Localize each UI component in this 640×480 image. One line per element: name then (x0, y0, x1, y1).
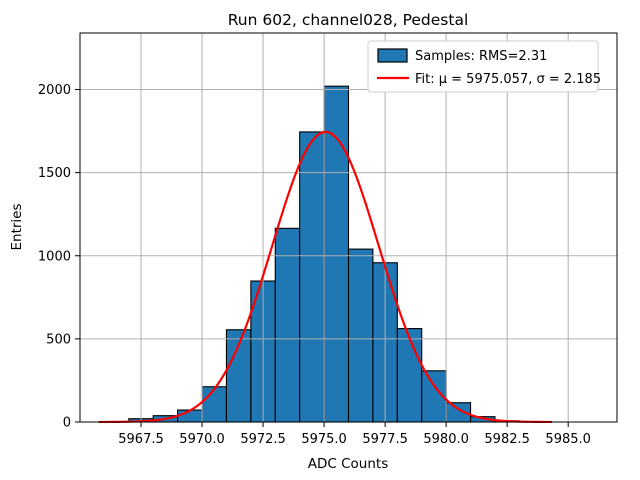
y-tick-label: 2000 (38, 83, 71, 98)
histogram-bar (347, 248, 374, 423)
axes-frame (79, 32, 618, 423)
ticks: 5967.5 5970.0 5972.5 5975.0 5977.5 5980.0 5982… (38, 83, 591, 447)
x-tick-label: 5970.0 (179, 432, 225, 447)
legend-box (367, 40, 599, 93)
x-tick-label: 5980.0 (423, 432, 469, 447)
histogram-bar (177, 409, 203, 423)
legend-fit-label: Fit: μ = 5975.057, σ = 2.185 (415, 72, 601, 87)
histogram-bar (299, 131, 325, 423)
y-tick-label: 1500 (38, 166, 71, 181)
x-tick-label: 5975.0 (301, 432, 347, 447)
histogram-bar (274, 227, 301, 423)
y-tick-label: 1000 (38, 249, 71, 264)
legend-samples-label: Samples: RMS=2.31 (415, 49, 547, 64)
x-tick-label: 5985.0 (545, 432, 591, 447)
histogram-bars (128, 85, 520, 423)
histogram-bar (201, 386, 228, 423)
x-tick-label: 5967.5 (118, 432, 164, 447)
grid (80, 33, 617, 423)
chart-title: Run 602, channel028, Pedestal (228, 11, 469, 29)
legend: Samples: RMS=2.31 Fit: μ = 5975.057, σ =… (367, 40, 601, 93)
y-tick-label: 0 (63, 416, 71, 431)
histogram-bar (323, 85, 350, 423)
x-tick-label: 5977.5 (362, 432, 408, 447)
x-axis-label: ADC Counts (308, 456, 388, 472)
histogram-bar (396, 328, 423, 423)
x-tick-label: 5982.5 (484, 432, 530, 447)
legend-samples-swatch (377, 48, 408, 63)
y-axis-label: Entries (9, 203, 25, 250)
fit-curve (98, 130, 553, 424)
y-tick-label: 500 (46, 332, 71, 347)
x-tick-label: 5972.5 (240, 432, 286, 447)
